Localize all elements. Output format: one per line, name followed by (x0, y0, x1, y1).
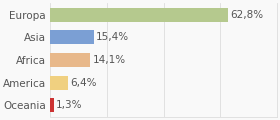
Bar (50, 8, 228, 22)
Bar (50, 98, 54, 112)
Text: 15,4%: 15,4% (96, 33, 129, 42)
Text: 1,3%: 1,3% (56, 100, 83, 110)
Text: 62,8%: 62,8% (231, 10, 264, 20)
Bar (50, 53, 90, 67)
Bar (50, 30, 94, 45)
Text: 6,4%: 6,4% (71, 78, 97, 87)
Bar (50, 75, 68, 90)
Text: 14,1%: 14,1% (92, 55, 125, 65)
